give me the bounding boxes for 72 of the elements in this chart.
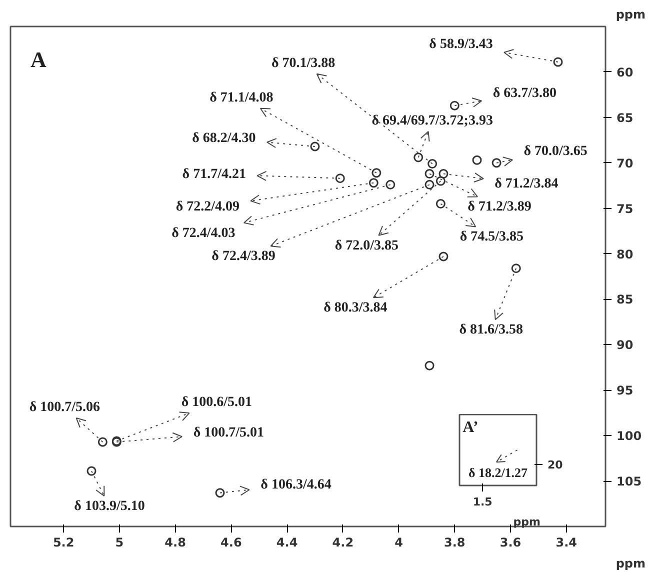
point — [492, 158, 502, 168]
annotation: δ 106.3/4.64 — [260, 477, 332, 492]
annotation: 1.5 — [472, 496, 492, 508]
annotation: δ 72.4/4.03 — [172, 226, 236, 241]
point — [386, 180, 396, 190]
x-tick-label: 3.6 — [500, 536, 522, 550]
x-tick-label: 4.8 — [164, 536, 186, 550]
y-tick-label: 85 — [616, 292, 634, 307]
point — [98, 437, 108, 447]
y-tick-label: 105 — [616, 474, 642, 489]
annotation: δ 100.7/5.06 — [29, 400, 100, 415]
annotation: δ 100.7/5.01 — [193, 425, 264, 440]
y-tick-label: 60 — [616, 65, 634, 80]
annotation: δ 72.0/3.85 — [334, 238, 399, 254]
point — [368, 178, 378, 188]
x-tick-label: 4.4 — [276, 536, 298, 550]
annotation: δ 58.9/3.43 — [429, 37, 493, 52]
annotation: δ 69.4/69.7/3.72;3.93 — [372, 113, 493, 128]
annotation: δ 70.1/3.88 — [271, 56, 336, 71]
y-tick-label: 90 — [616, 338, 634, 352]
point — [511, 264, 521, 274]
y-tick-label: 65 — [616, 110, 634, 125]
annotation: δ 71.2/3.84 — [494, 176, 558, 192]
annotation: A’ — [462, 418, 478, 436]
y-tick-label: 80 — [616, 247, 634, 262]
point — [472, 155, 482, 165]
y-tick-label: 100 — [616, 429, 642, 444]
point — [428, 159, 438, 169]
point — [450, 100, 460, 110]
x-tick-label: 3.8 — [444, 536, 466, 550]
point — [424, 169, 434, 179]
annotation: δ 71.2/3.89 — [468, 200, 532, 215]
x-tick-label: 5.2 — [52, 536, 74, 550]
point — [424, 360, 434, 370]
x-tick-label: 4.6 — [220, 536, 242, 550]
point — [438, 169, 448, 179]
point — [553, 57, 563, 67]
x-tick-label: 5 — [115, 536, 124, 550]
annotation: δ 70.0/3.65 — [524, 144, 588, 160]
x-tick-label: 4 — [394, 536, 403, 550]
point — [438, 252, 448, 262]
point — [310, 142, 320, 152]
y-tick-label: 95 — [616, 384, 634, 398]
annotation: δ 100.6/5.01 — [181, 395, 252, 410]
annotation: δ 72.4/3.89 — [212, 249, 276, 264]
annotation: δ 71.7/4.21 — [182, 166, 246, 182]
y-axis-title: ppm — [616, 8, 646, 22]
point — [372, 168, 382, 178]
annotation: A — [30, 47, 46, 72]
x-tick-label: 3.4 — [556, 536, 578, 550]
y-tick-label: 75 — [616, 202, 634, 216]
x-axis-title: ppm — [616, 556, 646, 570]
point — [436, 199, 446, 209]
annotation: δ 80.3/3.84 — [324, 300, 388, 316]
annotation: δ 103.9/5.10 — [74, 499, 145, 514]
point — [414, 152, 424, 162]
annotation: δ 68.2/4.30 — [192, 130, 256, 146]
text: ppm — [513, 516, 541, 528]
point — [86, 466, 96, 476]
point — [335, 174, 345, 184]
point — [424, 180, 434, 190]
annotation: δ 81.6/3.58 — [459, 322, 523, 338]
point — [436, 176, 446, 186]
y-tick-label: 70 — [616, 156, 634, 170]
x-tick-label: 4.2 — [332, 536, 354, 550]
annotation: δ 18.2/1.27 — [468, 465, 528, 480]
annotation: δ 74.5/3.85 — [460, 230, 524, 245]
annotation: δ 72.2/4.09 — [176, 200, 240, 215]
annotation: 20 — [548, 458, 564, 472]
annotation: δ 63.7/3.80 — [492, 86, 556, 101]
annotation: δ 71.1/4.08 — [210, 90, 274, 106]
point — [215, 488, 225, 498]
